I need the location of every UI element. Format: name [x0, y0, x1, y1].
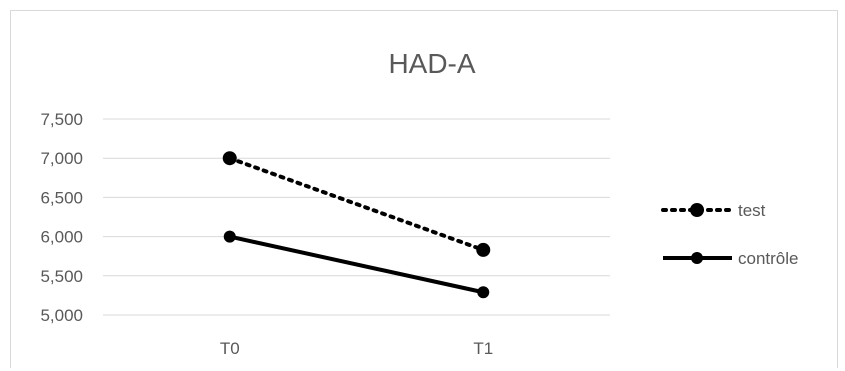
y-tick-label: 5,500	[40, 267, 83, 286]
legend-label: contrôle	[738, 249, 798, 268]
data-point	[477, 286, 490, 299]
y-tick-label: 6,000	[40, 228, 83, 247]
chart-title: HAD-A	[388, 48, 475, 79]
y-tick-label: 7,000	[40, 149, 83, 168]
y-tick-label: 6,500	[40, 188, 83, 207]
x-tick-label: T1	[473, 339, 493, 358]
x-axis-ticks: T0 T1	[220, 339, 493, 358]
chart-frame	[10, 10, 838, 368]
legend: test contrôle	[661, 201, 798, 268]
series-line-contrôle	[229, 234, 484, 295]
legend-label: test	[738, 201, 766, 220]
gridlines	[103, 118, 610, 316]
legend-marker	[690, 203, 704, 217]
y-tick-label: 7,500	[40, 110, 83, 129]
y-tick-label: 5,000	[40, 306, 83, 325]
y-axis-ticks: 5,000 5,500 6,000 6,500 7,000 7,500	[40, 110, 83, 325]
series-line-test	[227, 156, 486, 252]
data-point	[222, 151, 237, 166]
series-lines	[222, 151, 491, 299]
data-point	[476, 242, 491, 257]
x-tick-label: T0	[220, 339, 240, 358]
legend-marker	[691, 252, 703, 264]
data-point	[223, 230, 236, 243]
